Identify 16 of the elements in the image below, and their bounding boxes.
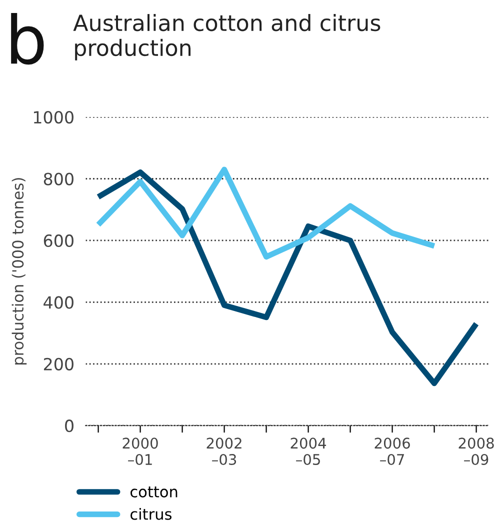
y-tick-label: 800 xyxy=(44,172,74,186)
text: b xyxy=(11,12,44,65)
y-tick-label: 0 xyxy=(65,420,74,432)
y-tick-label: 200 xyxy=(44,358,74,370)
x-tick-label: 2008 –09 xyxy=(458,438,494,466)
y-tick-label: 400 xyxy=(44,296,74,309)
chart-title: Australian cotton and citrus production xyxy=(73,14,380,60)
x-tick-label: 2004 –05 xyxy=(290,438,326,466)
y-tick-label: 600 xyxy=(44,234,74,248)
legend-label: cotton xyxy=(130,486,178,498)
legend-label: citrus xyxy=(130,508,172,520)
y-tick-label: 1000 xyxy=(34,111,74,124)
y-axis-title: production ('000 tonnes) xyxy=(12,178,27,364)
x-tick-label: 2006 –07 xyxy=(374,438,410,466)
x-tick-label: 2000 –01 xyxy=(122,438,158,466)
x-tick-label: 2002 –03 xyxy=(206,438,242,466)
